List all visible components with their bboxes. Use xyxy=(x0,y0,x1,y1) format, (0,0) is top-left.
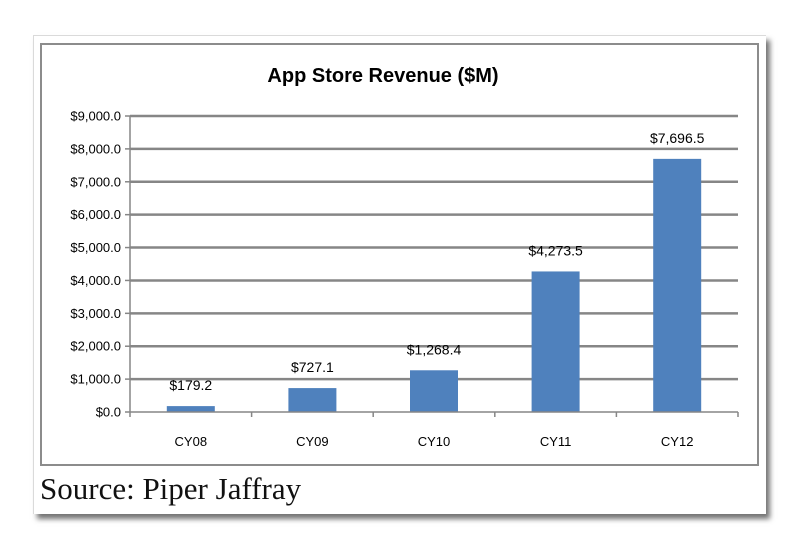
y-tick-label: $3,000.0 xyxy=(70,306,121,321)
bar-cy08 xyxy=(166,406,215,412)
source-caption: Source: Piper Jaffray xyxy=(40,471,302,506)
bars xyxy=(166,158,702,412)
data-label: $4,273.5 xyxy=(528,242,583,258)
x-tick-label: CY10 xyxy=(418,434,451,449)
bar-cy11 xyxy=(531,271,580,412)
x-tick-label: CY12 xyxy=(661,434,694,449)
y-tick-label: $7,000.0 xyxy=(70,174,121,189)
chart-title: App Store Revenue ($M) xyxy=(267,65,498,87)
y-tick-label: $4,000.0 xyxy=(70,273,121,288)
data-label: $1,268.4 xyxy=(407,341,462,357)
data-label: $179.2 xyxy=(169,377,212,393)
y-tick-label: $6,000.0 xyxy=(70,207,121,222)
labels: $0.0 $1,000.0 $2,000.0 $3,000.0 $4,000.0 $5,0… xyxy=(70,109,704,450)
bar-cy09 xyxy=(288,388,337,412)
bar-cy10 xyxy=(410,370,458,412)
chart-frame xyxy=(40,43,759,466)
gridlines xyxy=(130,114,738,381)
x-tick-label: CY08 xyxy=(175,434,208,449)
x-tick-label: CY09 xyxy=(296,434,329,449)
y-tick-label: $2,000.0 xyxy=(70,339,121,354)
axes xyxy=(125,115,739,417)
y-tick-label: $9,000.0 xyxy=(70,109,121,124)
bar-cy12 xyxy=(653,158,702,412)
y-tick-label: $8,000.0 xyxy=(70,141,121,156)
x-tick-label: CY11 xyxy=(540,434,572,449)
y-tick-label: $5,000.0 xyxy=(70,240,121,255)
y-tick-label: $0.0 xyxy=(96,405,121,420)
data-label: $727.1 xyxy=(291,359,334,375)
y-tick-label: $1,000.0 xyxy=(70,372,121,387)
data-label: $7,696.5 xyxy=(650,130,705,146)
